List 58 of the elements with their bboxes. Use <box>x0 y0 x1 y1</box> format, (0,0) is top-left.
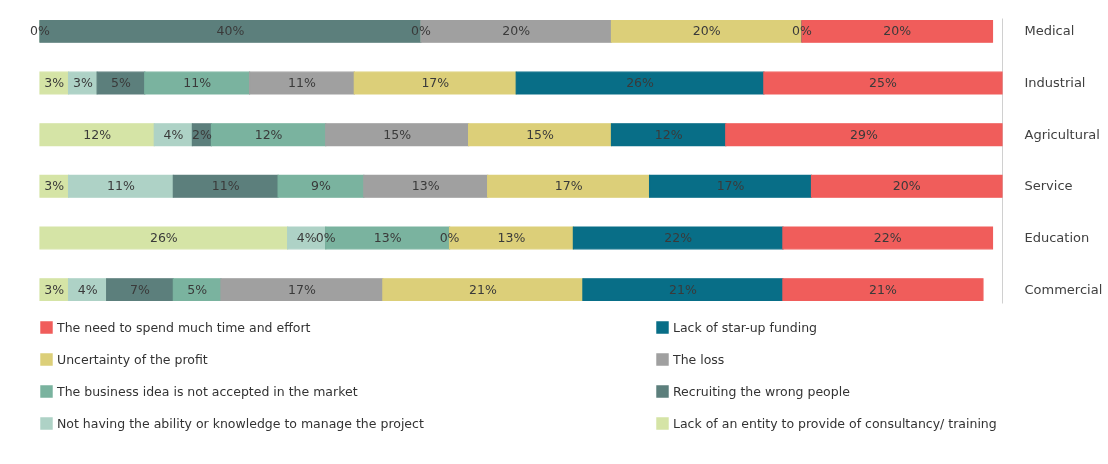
data-label: 15% <box>526 126 555 142</box>
legend-label: The loss <box>672 351 725 367</box>
data-label: 29% <box>849 126 878 142</box>
data-label: 17% <box>288 281 316 297</box>
data-label: 11% <box>211 178 240 194</box>
data-label: 13% <box>411 178 440 194</box>
y-tick-label: Commercial <box>1024 281 1103 297</box>
data-label: 20% <box>502 23 531 39</box>
data-label: 0% <box>315 229 336 245</box>
data-label: 5% <box>111 75 131 91</box>
data-label: 12% <box>254 126 283 142</box>
data-label: 25% <box>869 75 897 91</box>
y-tick-label: Agricultural <box>1024 126 1100 142</box>
data-label: 2% <box>192 126 212 142</box>
data-label: 13% <box>373 229 402 245</box>
data-label: 15% <box>383 126 412 142</box>
data-label: 3% <box>44 75 65 91</box>
data-label: 5% <box>187 281 208 297</box>
data-label: 3% <box>72 75 93 91</box>
legend-label: Lack of an entity to provide of consultancy/ training <box>673 415 997 431</box>
data-label: 21% <box>669 281 697 297</box>
data-label: 7% <box>130 281 151 297</box>
data-label: 22% <box>873 229 902 245</box>
y-tick-label: Medical <box>1024 23 1075 39</box>
data-label: 3% <box>44 281 65 297</box>
data-label: 4% <box>77 281 98 297</box>
legend-label: The business idea is not accepted in the market <box>56 383 358 399</box>
y-tick-label: Service <box>1024 178 1073 194</box>
data-label: 17% <box>716 178 745 194</box>
data-label: 11% <box>183 75 212 91</box>
data-label: 13% <box>497 229 526 245</box>
data-label: 22% <box>664 229 693 245</box>
data-label: 3% <box>44 178 65 194</box>
data-label: 11% <box>288 75 316 91</box>
y-tick-label: Education <box>1024 229 1090 245</box>
data-label: 21% <box>469 281 497 297</box>
data-label: 4% <box>296 229 317 245</box>
data-label: 9% <box>311 178 332 194</box>
data-label: 12% <box>83 126 112 142</box>
y-tick-label: Industrial <box>1024 75 1086 91</box>
data-label: 40% <box>216 23 245 39</box>
data-label: 20% <box>883 23 912 39</box>
data-label: 21% <box>869 281 897 297</box>
data-label: 12% <box>654 126 683 142</box>
legend-label: The need to spend much time and effort <box>56 319 311 335</box>
data-label: 0% <box>411 23 432 39</box>
data-label: 20% <box>692 23 721 39</box>
data-label: 11% <box>107 178 135 194</box>
data-label: 26% <box>626 75 655 91</box>
legend-label: Not having the ability or knowledge to manage the project <box>57 415 424 431</box>
data-label: 26% <box>149 229 178 245</box>
data-label: 20% <box>892 178 921 194</box>
data-label: 17% <box>554 178 583 194</box>
legend-label: Recruiting the wrong people <box>673 383 851 399</box>
data-label: 17% <box>421 75 450 91</box>
legend-label: Uncertainty of the profit <box>57 351 208 367</box>
legend-label: Lack of star-up funding <box>673 319 817 335</box>
data-label: 4% <box>163 126 184 142</box>
